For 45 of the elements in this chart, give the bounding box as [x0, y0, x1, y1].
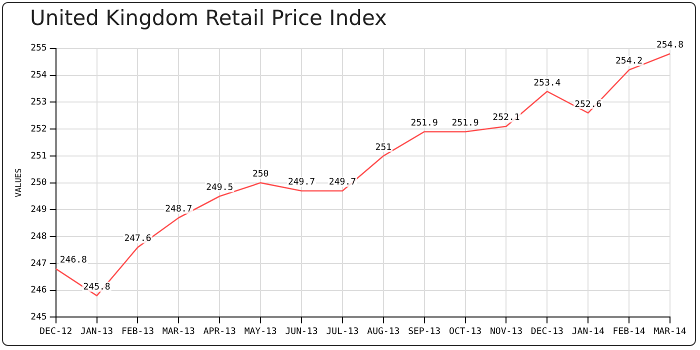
data-label: 246.8: [60, 256, 87, 266]
y-tick-label: 246: [30, 286, 47, 296]
x-tick-label: JAN-13: [80, 326, 114, 337]
x-tick-label: NOV-13: [490, 326, 522, 337]
data-label: 251.9: [410, 118, 438, 129]
x-tick-label: JAN-14: [572, 326, 604, 337]
x-tick-label: OCT-13: [449, 326, 482, 337]
y-axis-title: VALUES: [14, 168, 23, 198]
data-label: 247.6: [124, 234, 152, 244]
data-label: 251: [375, 142, 392, 153]
x-tick-label: JUL-13: [326, 326, 359, 337]
y-tick-label: 252: [30, 124, 47, 134]
y-tick-label: 247: [30, 258, 47, 269]
y-tick-label: 251: [30, 151, 47, 162]
data-label: 249.7: [288, 178, 316, 188]
data-label: 251.9: [452, 118, 479, 129]
data-label: 252.6: [574, 100, 602, 110]
x-tick-label: SEP-13: [408, 326, 441, 337]
chart-title: United Kingdom Retail Price Index: [30, 6, 387, 30]
x-tick-label: MAR-14: [654, 326, 686, 337]
data-label: 254.8: [656, 40, 684, 51]
x-tick-label: MAR-13: [162, 326, 195, 337]
y-tick-label: 255: [30, 44, 47, 54]
x-tick-label: AUG-13: [367, 326, 400, 337]
data-label: 253.4: [534, 78, 561, 88]
x-tick-label: FEB-13: [121, 326, 154, 337]
data-label: 249.5: [206, 183, 234, 194]
data-label: 252.1: [492, 113, 520, 124]
x-tick-label: FEB-14: [612, 326, 646, 337]
y-tick-label: 253: [30, 98, 47, 108]
x-tick-label: JUN-13: [285, 326, 318, 337]
data-label: 249.7: [328, 178, 356, 188]
x-tick-label: DEC-12: [40, 326, 72, 337]
data-label: 245.8: [83, 282, 110, 293]
y-tick-label: 250: [30, 178, 47, 188]
data-label: 248.7: [165, 204, 192, 215]
x-tick-label: MAY-13: [244, 326, 277, 337]
data-label: 250: [252, 170, 269, 180]
y-tick-label: 249: [30, 205, 47, 216]
x-tick-label: DEC-13: [530, 326, 564, 337]
y-tick-label: 254: [30, 70, 47, 81]
y-tick-label: 245: [30, 312, 47, 323]
data-label: 254.2: [616, 56, 643, 67]
x-tick-label: APR-13: [203, 326, 236, 337]
y-tick-label: 248: [30, 232, 47, 242]
